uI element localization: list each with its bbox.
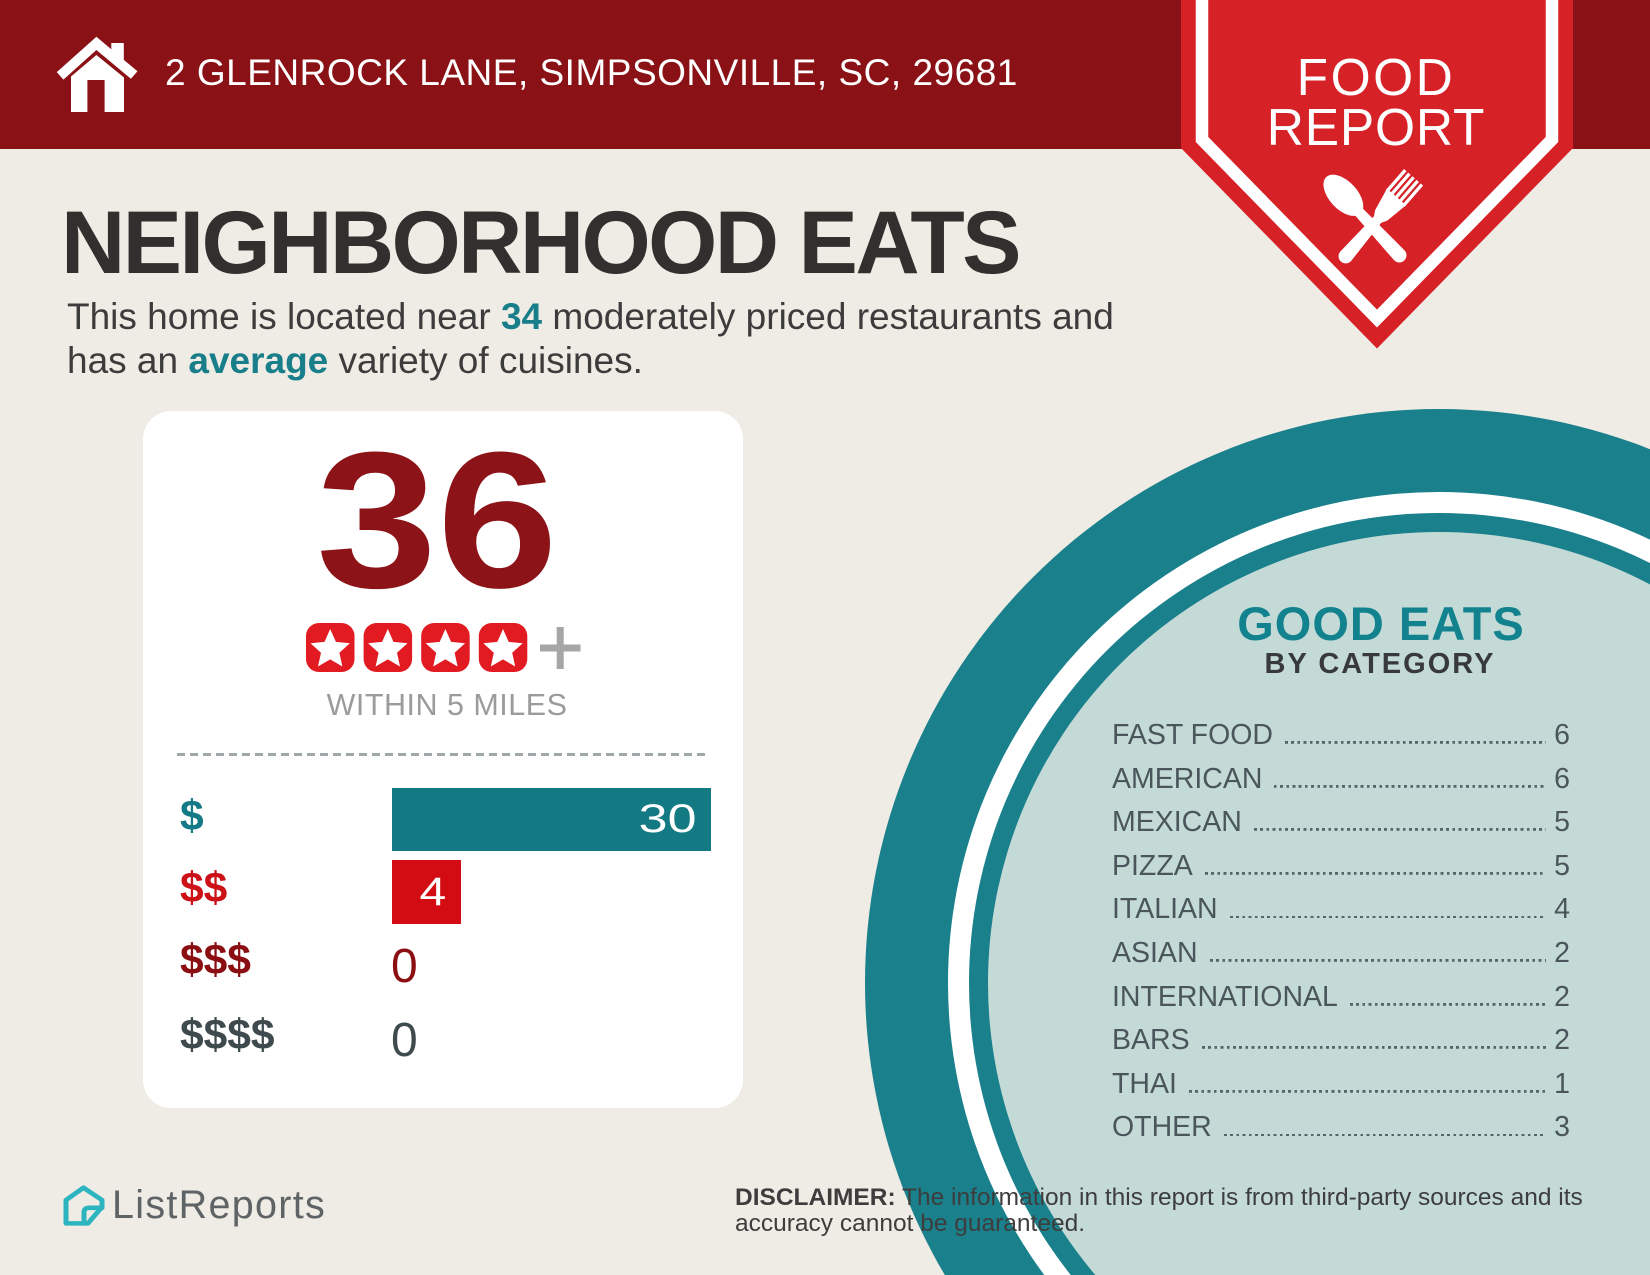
svg-text:FOOD: FOOD: [1297, 48, 1456, 106]
svg-text:REPORT: REPORT: [1267, 98, 1485, 156]
